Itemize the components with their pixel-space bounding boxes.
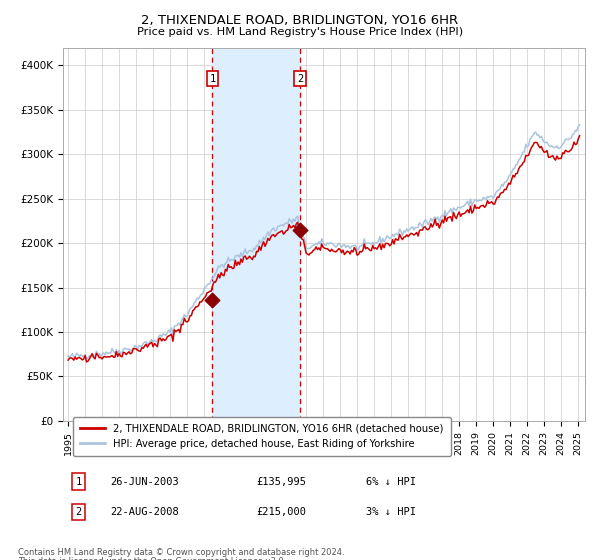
Text: 1: 1 bbox=[209, 74, 215, 83]
Text: This data is licensed under the Open Government Licence v3.0.: This data is licensed under the Open Gov… bbox=[18, 557, 286, 560]
Text: 26-JUN-2003: 26-JUN-2003 bbox=[110, 477, 179, 487]
Text: 2, THIXENDALE ROAD, BRIDLINGTON, YO16 6HR: 2, THIXENDALE ROAD, BRIDLINGTON, YO16 6H… bbox=[142, 14, 458, 27]
Point bbox=[208, 296, 217, 305]
Bar bbox=[212, 48, 300, 421]
Point bbox=[295, 225, 305, 234]
Text: 3% ↓ HPI: 3% ↓ HPI bbox=[366, 507, 416, 517]
Text: 2: 2 bbox=[297, 74, 303, 83]
Legend: 2, THIXENDALE ROAD, BRIDLINGTON, YO16 6HR (detached house), HPI: Average price, : 2, THIXENDALE ROAD, BRIDLINGTON, YO16 6H… bbox=[73, 417, 451, 456]
Text: Contains HM Land Registry data © Crown copyright and database right 2024.: Contains HM Land Registry data © Crown c… bbox=[18, 548, 344, 557]
Text: 1: 1 bbox=[76, 477, 82, 487]
Text: 2: 2 bbox=[76, 507, 82, 517]
Text: 22-AUG-2008: 22-AUG-2008 bbox=[110, 507, 179, 517]
Text: £215,000: £215,000 bbox=[256, 507, 306, 517]
Text: Price paid vs. HM Land Registry's House Price Index (HPI): Price paid vs. HM Land Registry's House … bbox=[137, 27, 463, 37]
Text: 6% ↓ HPI: 6% ↓ HPI bbox=[366, 477, 416, 487]
Text: £135,995: £135,995 bbox=[256, 477, 306, 487]
